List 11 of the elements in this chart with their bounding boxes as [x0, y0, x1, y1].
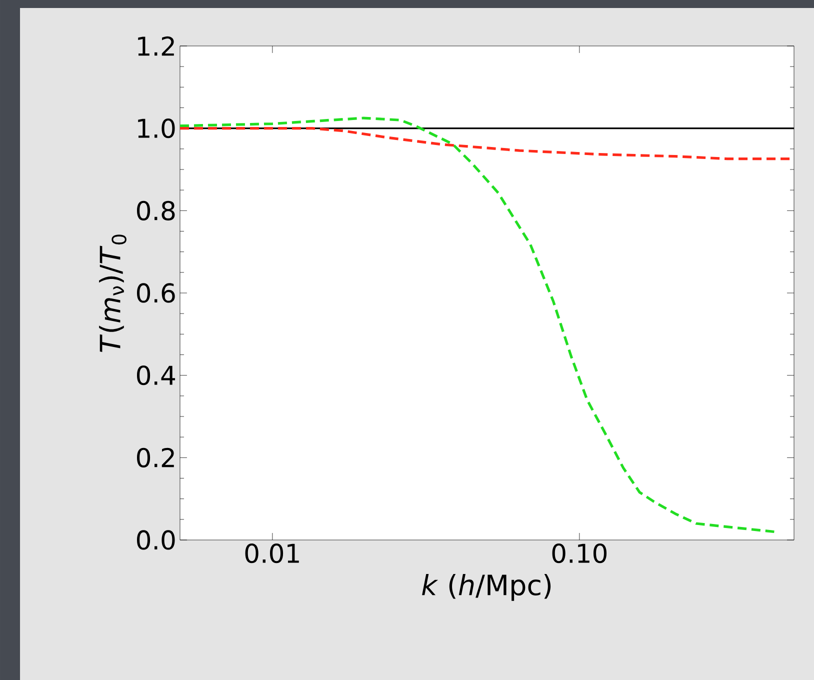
x-axis-title: k (h/Mpc): [422, 574, 551, 601]
x-tick-label: 0.10: [552, 543, 607, 564]
y-tick-label: 0.8: [136, 200, 175, 220]
y-tick-label: 0.2: [136, 448, 174, 468]
y-tick-label: 0.6: [136, 283, 175, 303]
y-tick-label: 0.4: [136, 366, 176, 386]
y-tick-label: 1.2: [138, 36, 174, 56]
x-tick-label: 0.01: [245, 543, 299, 564]
y-axis-title: T(m$_{ν}$)/T$_{0}$: [99, 234, 126, 352]
y-tick-label: 1.0: [138, 118, 175, 138]
y-tick-label: 0.0: [136, 530, 175, 550]
